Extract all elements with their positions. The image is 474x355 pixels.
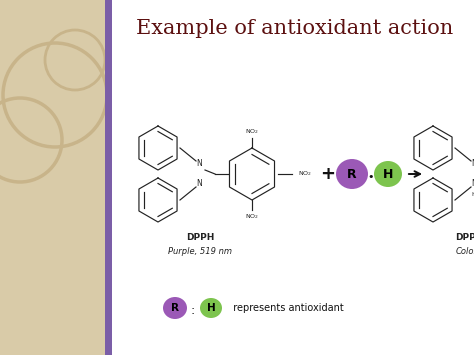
Text: R: R (347, 168, 357, 180)
Text: •: • (368, 172, 374, 182)
Text: NO$_2$: NO$_2$ (298, 170, 312, 179)
Ellipse shape (336, 159, 368, 189)
Text: H: H (207, 303, 215, 313)
Ellipse shape (163, 297, 187, 319)
Text: H: H (383, 168, 393, 180)
Text: DPPH: DPPH (186, 234, 214, 242)
Text: represents antioxidant: represents antioxidant (227, 303, 344, 313)
Text: +: + (320, 165, 336, 183)
Ellipse shape (200, 298, 222, 318)
Text: H: H (472, 191, 474, 197)
Text: Example of antioxidant action: Example of antioxidant action (137, 18, 454, 38)
Text: NO$_2$: NO$_2$ (245, 213, 259, 222)
Text: N: N (471, 158, 474, 168)
Polygon shape (105, 0, 112, 355)
Text: DPPH-H: DPPH-H (455, 234, 474, 242)
Text: NO$_2$: NO$_2$ (245, 127, 259, 136)
Text: Purple, 519 nm: Purple, 519 nm (168, 247, 232, 257)
Text: :: : (191, 304, 195, 317)
Text: R: R (171, 303, 179, 313)
Text: N: N (471, 179, 474, 187)
Text: N: N (196, 179, 202, 187)
Ellipse shape (374, 161, 402, 187)
Text: Colorless: Colorless (456, 247, 474, 257)
Text: N: N (196, 158, 202, 168)
Polygon shape (0, 0, 112, 355)
